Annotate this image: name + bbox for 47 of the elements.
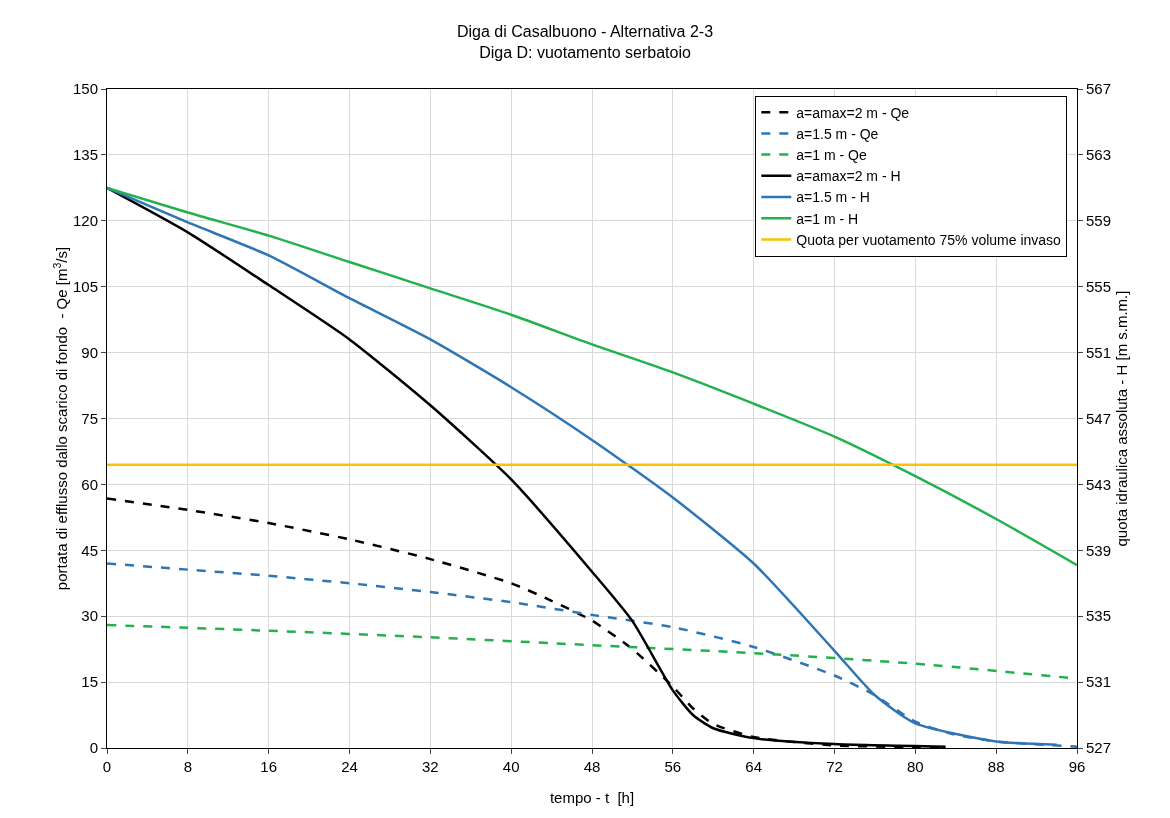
y2-tick-label: 555 [1086, 277, 1112, 295]
y-tick-label: 15 [81, 673, 98, 691]
x-axis-title: tempo - t [h] [549, 789, 635, 806]
x-tick-label: 80 [906, 758, 924, 775]
legend-label: a=1.5 m - Qe [796, 125, 879, 142]
y2-tick-label: 531 [1086, 673, 1112, 691]
chart-subtitle: Diga D: vuotamento serbatoio [479, 43, 691, 61]
y2-tick-label: 543 [1086, 475, 1112, 493]
x-tick-label: 24 [341, 758, 358, 775]
x-tick-label: 16 [260, 758, 278, 775]
y-tick-label: 105 [72, 277, 98, 295]
legend-label: a=amax=2 m - H [796, 168, 901, 185]
y2-axis-title: quota idraulica assoluta - H [m s.m.m.] [1113, 290, 1131, 547]
y2-tick-label: 539 [1086, 541, 1112, 559]
chart-title: Diga di Casalbuono - Alternativa 2-3 [456, 22, 714, 40]
legend-label: a=1 m - H [796, 210, 859, 227]
x-tick-label: 72 [826, 758, 843, 775]
x-tick-label: 56 [664, 758, 682, 775]
y-tick-label: 75 [81, 409, 98, 427]
y2-tick-label: 559 [1086, 212, 1112, 230]
y-tick-label: 135 [72, 146, 98, 164]
y2-tick-label: 551 [1086, 343, 1112, 361]
legend-label: Quota per vuotamento 75% volume invaso [796, 231, 1062, 248]
y-tick-label: 150 [72, 80, 98, 98]
y2-tick-label: 535 [1086, 607, 1112, 625]
x-tick-label: 88 [987, 758, 1005, 775]
x-tick-label: 40 [502, 758, 520, 775]
x-tick-label: 96 [1068, 758, 1086, 775]
y2-tick-label: 527 [1086, 739, 1112, 757]
legend-label: a=1.5 m - H [796, 189, 870, 206]
legend-label: a=amax=2 m - Qe [796, 104, 910, 121]
y2-tick-label: 567 [1086, 80, 1112, 98]
y-tick-label: 60 [81, 475, 98, 493]
y-tick-label: 120 [72, 212, 98, 230]
y2-tick-label: 547 [1086, 409, 1112, 427]
y-tick-label: 90 [81, 343, 98, 361]
y-tick-label: 45 [81, 541, 98, 559]
y-tick-label: 0 [89, 739, 98, 757]
legend-label: a=1 m - Qe [796, 147, 867, 164]
x-tick-label: 32 [421, 758, 439, 775]
y-tick-label: 30 [81, 607, 98, 625]
x-tick-label: 0 [102, 758, 112, 775]
line-series [107, 186, 1077, 567]
y2-tick-label: 563 [1086, 146, 1112, 164]
x-tick-label: 8 [183, 758, 192, 775]
x-tick-label: 64 [745, 758, 763, 775]
x-tick-label: 48 [583, 758, 601, 775]
